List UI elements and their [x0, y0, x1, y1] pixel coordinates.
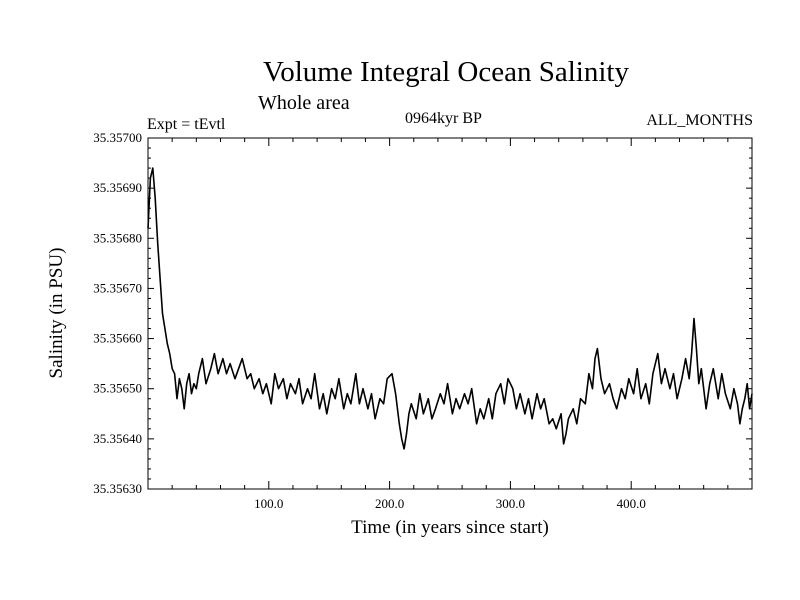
x-tick-label: 300.0: [496, 496, 525, 511]
x-axis-label: Time (in years since start): [351, 517, 549, 538]
y-tick-label: 35.35640: [93, 431, 142, 446]
y-tick-label: 35.35670: [93, 280, 142, 295]
y-tick-label: 35.35660: [93, 331, 142, 346]
x-tick-label: 200.0: [375, 496, 404, 511]
y-tick-label: 35.35680: [93, 230, 142, 245]
ticks: [148, 137, 752, 490]
x-tick-label: 100.0: [254, 496, 283, 511]
series: [147, 167, 753, 450]
y-tick-label: 35.35700: [93, 130, 142, 145]
tick-labels: 35.35630 35.35640 35.35650 35.35660 35.35670…: [93, 130, 646, 511]
months-label: ALL_MONTHS: [646, 112, 753, 129]
y-tick-label: 35.35690: [93, 180, 142, 195]
y-tick-label: 35.35650: [93, 381, 142, 396]
experiment-label: Expt = tEvtl: [147, 116, 226, 133]
y-axis-label: Salinity (in PSU): [46, 248, 67, 379]
period-label: 0964kyr BP: [405, 110, 482, 127]
plot-frame: [147, 137, 753, 490]
chart-title: Volume Integral Ocean Salinity: [263, 56, 629, 88]
y-tick-label: 35.35630: [93, 481, 142, 496]
series-line-salinity: [147, 167, 753, 450]
x-tick-label: 400.0: [617, 496, 646, 511]
chart-subtitle: Whole area: [258, 92, 350, 114]
